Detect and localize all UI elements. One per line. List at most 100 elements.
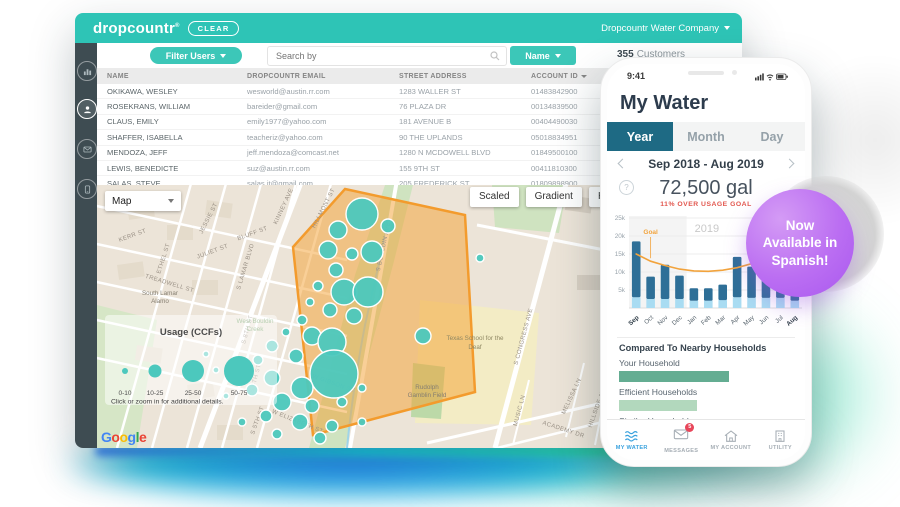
usage-bubble[interactable] [345, 247, 359, 261]
page-title: My Water [620, 92, 709, 114]
bar[interactable] [646, 276, 655, 299]
chevron-left-icon[interactable] [617, 158, 628, 169]
nav-utility[interactable]: UTILITY [756, 420, 806, 460]
usage-bubble[interactable] [271, 428, 283, 440]
bar[interactable] [732, 256, 742, 298]
usage-bubble[interactable] [345, 307, 363, 325]
usage-bubble[interactable] [357, 383, 367, 393]
usage-bubble[interactable] [352, 276, 384, 308]
usage-bubble[interactable] [325, 419, 339, 433]
usage-bubble[interactable] [237, 417, 247, 427]
svg-text:10-25: 10-25 [147, 390, 164, 397]
usage-bubble[interactable] [414, 327, 432, 345]
bar[interactable] [631, 241, 641, 298]
current-year-label: 2019 [695, 223, 719, 235]
usage-bubble[interactable] [475, 253, 485, 263]
usage-bubble[interactable] [281, 327, 291, 337]
column-header[interactable]: ACCOUNT ID [521, 68, 599, 84]
usage-bubble[interactable] [336, 396, 348, 408]
mobile-app-icon[interactable] [77, 179, 97, 199]
usage-bubble[interactable] [360, 240, 384, 264]
table-row[interactable]: CLAUS, EMILY emily1977@yahoo.com 181 AVENU… [97, 114, 742, 131]
bar-light[interactable] [703, 300, 713, 308]
usage-bubble[interactable] [291, 413, 309, 431]
usage-bubble[interactable] [322, 302, 338, 318]
map-type-dropdown[interactable]: Map [105, 191, 181, 211]
nav-my-water[interactable]: MY WATER [607, 420, 657, 460]
bar[interactable] [747, 266, 756, 298]
chevron-right-icon[interactable] [784, 158, 795, 169]
column-header[interactable]: NAME [97, 68, 237, 84]
comparison-label: Efficient Households [619, 387, 698, 397]
x-tick: Mar [714, 314, 727, 326]
bar[interactable] [675, 275, 684, 299]
filter-users-button[interactable]: Filter Users [150, 47, 242, 64]
caret-down-icon [724, 26, 730, 30]
bar[interactable] [718, 284, 728, 301]
bar-light[interactable] [761, 297, 771, 308]
usage-bubble[interactable] [288, 348, 304, 364]
usage-bubble[interactable] [309, 349, 359, 399]
table-row[interactable]: ROSEKRANS, WILLIAM bareider@gmail.com 76 P… [97, 98, 742, 115]
nav-my-account[interactable]: MY ACCOUNT [706, 420, 756, 460]
bar-light[interactable] [646, 299, 655, 308]
tab-day[interactable]: Day [760, 129, 784, 144]
usage-bar-chart[interactable]: 5k 10k 15k 20k 25k 2019 Goal Sep Oct Nov Dec Jan Feb… [607, 210, 805, 334]
help-icon[interactable]: ? [619, 180, 634, 195]
comparison-title: Compared To Nearby Households [619, 343, 767, 353]
usage-bubble[interactable] [345, 197, 379, 231]
period-selector: Sep 2018 - Aug 2019 [607, 151, 805, 176]
nav-messages[interactable]: 5 MESSAGES [664, 422, 699, 454]
caret-down-icon [168, 199, 174, 203]
usage-bubble[interactable] [296, 314, 308, 326]
sort-caret-icon [580, 74, 587, 78]
x-tick: Sep [627, 314, 640, 327]
search-input[interactable] [268, 50, 490, 62]
bar-light[interactable] [747, 297, 756, 308]
account-menu[interactable]: Dropcountr Water Company [601, 13, 730, 43]
messages-badge: 5 [685, 422, 695, 432]
tab-month[interactable]: Month [687, 129, 725, 144]
sort-by-name-button[interactable]: Name [510, 46, 576, 65]
search-box [267, 46, 507, 66]
bar-light[interactable] [689, 300, 699, 308]
usage-bubble[interactable] [328, 220, 348, 240]
building-icon [775, 430, 785, 442]
bar-light[interactable] [660, 299, 670, 308]
google-attribution: Google [101, 429, 147, 445]
usage-bubble[interactable] [304, 398, 320, 414]
goal-label: Goal [643, 229, 658, 236]
x-tick: Dec [671, 314, 684, 327]
usage-bubble[interactable] [380, 218, 396, 234]
bar[interactable] [660, 264, 670, 299]
usage-bubble[interactable] [259, 409, 273, 423]
svg-text:South Lamar: South Lamar [142, 290, 178, 297]
usage-bubble[interactable] [313, 431, 327, 445]
map-mode-scaled[interactable]: Scaled [470, 187, 519, 207]
bar-light[interactable] [631, 297, 641, 308]
usage-bubble[interactable] [290, 376, 314, 400]
svg-text:5k: 5k [618, 287, 626, 294]
usage-bubble[interactable] [305, 297, 315, 307]
map-mode-gradient[interactable]: Gradient [525, 187, 582, 207]
bar-light[interactable] [776, 297, 785, 308]
customers-icon[interactable] [77, 99, 97, 119]
bar-light[interactable] [732, 297, 742, 308]
bar-light[interactable] [675, 299, 684, 308]
column-header[interactable]: STREET ADDRESS [389, 68, 521, 84]
bar-light[interactable] [790, 300, 800, 308]
usage-bubble[interactable] [318, 240, 338, 260]
tab-year[interactable]: Year [607, 122, 673, 151]
column-header[interactable]: DROPCOUNTR EMAIL [237, 68, 389, 84]
bar[interactable] [689, 288, 699, 301]
usage-bubble[interactable] [312, 280, 324, 292]
usage-bubble[interactable] [357, 417, 367, 427]
bar-light[interactable] [718, 300, 728, 308]
x-tick: Jan [686, 314, 699, 326]
usage-bubble[interactable] [328, 262, 344, 278]
reports-icon[interactable] [77, 61, 97, 81]
usage-bubbles[interactable] [202, 197, 485, 445]
messages-icon[interactable] [77, 139, 97, 159]
bar[interactable] [703, 288, 713, 301]
x-tick: Apr [729, 314, 741, 326]
